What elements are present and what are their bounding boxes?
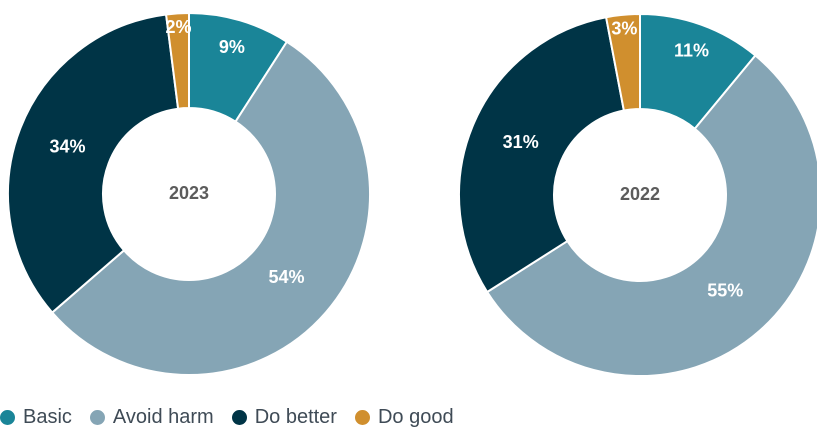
chart-legend: Basic Avoid harm Do better Do good bbox=[0, 404, 454, 430]
legend-label-basic: Basic bbox=[23, 405, 72, 428]
slice-2023-do-better bbox=[7, 13, 180, 314]
slice-label-2023-basic: 9% bbox=[219, 37, 245, 57]
legend-swatch-do-good bbox=[354, 409, 370, 425]
slice-2023-do-good bbox=[164, 11, 190, 110]
donut-chart-2022: 11% 55% 31% 3% 2022 bbox=[458, 12, 817, 377]
legend-label-do-better: Do better bbox=[254, 405, 337, 428]
donut-center-label-2022: 2022 bbox=[620, 184, 660, 204]
slice-2022-avoid-harm bbox=[485, 54, 817, 377]
legend-item-basic: Basic bbox=[0, 406, 72, 429]
legend-swatch-basic bbox=[0, 409, 15, 425]
slice-label-2022-basic: 11% bbox=[674, 41, 709, 61]
legend-swatch-avoid-harm bbox=[89, 409, 105, 425]
legend-item-do-good: Do good bbox=[354, 405, 454, 429]
slice-label-2022-do-good: 3% bbox=[611, 18, 637, 38]
legend-item-do-better: Do better bbox=[231, 405, 337, 429]
slice-2022-do-better bbox=[458, 16, 626, 294]
legend-item-avoid-harm: Avoid harm bbox=[89, 405, 214, 429]
slice-label-2023-do-good: 2% bbox=[165, 17, 191, 37]
slice-2023-avoid-harm bbox=[50, 40, 371, 376]
donut-chart-2023: 9% 54% 34% 2% 2023 bbox=[7, 11, 371, 376]
slice-label-2022-avoid-harm: 55% bbox=[707, 281, 743, 301]
slice-label-2023-do-better: 34% bbox=[50, 136, 86, 156]
legend-label-do-good: Do good bbox=[377, 405, 454, 428]
slice-label-2022-do-better: 31% bbox=[503, 132, 539, 152]
slice-label-2023-avoid-harm: 54% bbox=[268, 267, 304, 287]
legend-label-avoid-harm: Avoid harm bbox=[112, 405, 214, 428]
slice-2022-do-good bbox=[604, 12, 641, 112]
legend-swatch-do-better bbox=[231, 409, 247, 425]
donut-center-label-2023: 2023 bbox=[169, 183, 209, 203]
